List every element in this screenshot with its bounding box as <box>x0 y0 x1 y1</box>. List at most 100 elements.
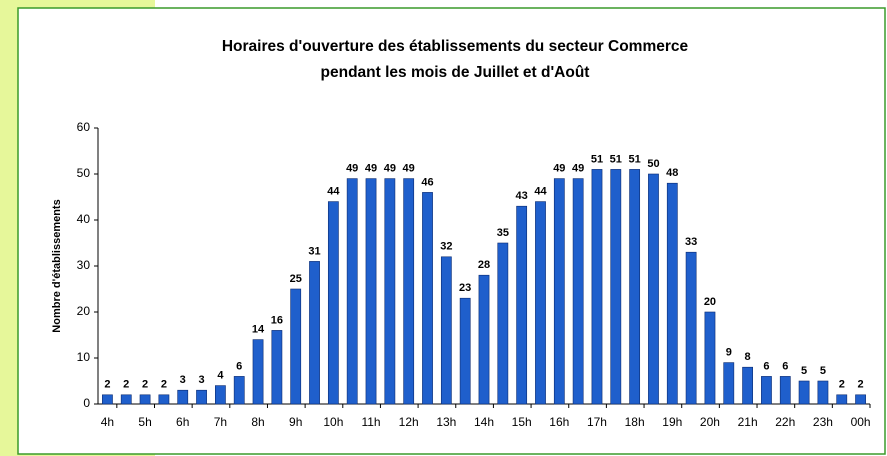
x-tick-label: 8h <box>251 415 264 429</box>
y-tick-label: 40 <box>77 212 91 226</box>
value-label: 2 <box>104 379 110 391</box>
value-label: 44 <box>534 186 547 198</box>
bar <box>817 380 829 405</box>
bar <box>553 178 565 405</box>
x-tick-label: 13h <box>436 415 456 429</box>
value-label: 32 <box>440 241 452 253</box>
value-label: 2 <box>123 379 129 391</box>
bar <box>779 376 791 405</box>
value-label: 49 <box>403 163 415 175</box>
value-label: 46 <box>421 176 433 188</box>
value-label: 6 <box>763 360 769 372</box>
bar <box>591 169 603 405</box>
value-label: 33 <box>685 236 697 248</box>
x-tick-label: 7h <box>214 415 227 429</box>
y-tick-label: 10 <box>77 350 91 364</box>
bar <box>666 182 678 405</box>
value-label: 2 <box>839 379 845 391</box>
x-tick-label: 18h <box>625 415 645 429</box>
value-label: 51 <box>610 153 622 165</box>
bar <box>403 178 415 405</box>
chart-title: Horaires d'ouverture des établissements … <box>222 38 689 55</box>
y-tick-label: 30 <box>77 258 91 272</box>
value-label: 43 <box>516 190 528 202</box>
bar <box>233 376 245 405</box>
bar <box>177 389 189 405</box>
bar <box>761 376 772 405</box>
bar <box>309 261 320 405</box>
value-label: 3 <box>198 374 204 386</box>
value-label: 49 <box>384 163 396 175</box>
bar <box>459 297 471 405</box>
value-label: 23 <box>459 282 471 294</box>
chart-title: pendant les mois de Juillet et d'Août <box>321 64 590 81</box>
bar <box>365 178 377 405</box>
bar <box>572 178 584 405</box>
y-axis-title: Nombre d'établissements <box>51 199 63 332</box>
bar <box>290 288 302 405</box>
value-label: 6 <box>782 360 788 372</box>
value-label: 49 <box>553 163 565 175</box>
bar <box>215 385 226 405</box>
bar <box>422 192 433 405</box>
x-tick-label: 4h <box>101 415 114 429</box>
bar <box>723 362 735 405</box>
value-label: 2 <box>858 379 864 391</box>
bar <box>252 339 264 405</box>
x-tick-label: 21h <box>738 415 758 429</box>
bar <box>158 394 170 405</box>
x-tick-label: 9h <box>289 415 302 429</box>
bar <box>516 205 528 405</box>
value-label: 6 <box>236 360 242 372</box>
value-label: 50 <box>647 158 659 170</box>
value-label: 49 <box>572 163 584 175</box>
x-tick-label: 16h <box>549 415 569 429</box>
value-label: 20 <box>704 296 716 308</box>
value-label: 35 <box>497 227 509 239</box>
value-label: 2 <box>142 379 148 391</box>
bar <box>384 178 396 405</box>
y-tick-label: 0 <box>83 396 90 410</box>
y-tick-label: 20 <box>77 304 91 318</box>
x-tick-label: 11h <box>361 415 380 429</box>
value-label: 2 <box>161 379 167 391</box>
value-label: 4 <box>217 370 224 382</box>
x-tick-label: 19h <box>662 415 682 429</box>
value-label: 25 <box>290 273 302 285</box>
bar <box>478 274 490 405</box>
x-tick-label: 12h <box>399 415 419 429</box>
bar <box>629 169 641 405</box>
bar <box>836 394 848 405</box>
bar <box>742 366 753 405</box>
value-label: 48 <box>666 167 678 179</box>
x-tick-label: 14h <box>474 415 494 429</box>
bar <box>610 169 622 405</box>
value-label: 16 <box>271 314 283 326</box>
x-tick-label: 00h <box>851 415 871 429</box>
bar <box>648 173 659 405</box>
bar <box>855 394 866 405</box>
x-tick-label: 15h <box>512 415 532 429</box>
bar <box>139 394 151 405</box>
bar <box>346 178 358 405</box>
x-tick-label: 22h <box>775 415 795 429</box>
bar <box>440 256 452 405</box>
x-tick-label: 6h <box>176 415 189 429</box>
value-label: 14 <box>252 324 265 336</box>
x-tick-label: 5h <box>138 415 151 429</box>
bar <box>102 394 113 405</box>
bar <box>704 311 716 405</box>
value-label: 9 <box>726 347 732 359</box>
value-label: 44 <box>327 186 340 198</box>
bar <box>327 201 339 405</box>
bar <box>196 389 207 405</box>
value-label: 49 <box>365 163 377 175</box>
x-tick-label: 20h <box>700 415 720 429</box>
bar <box>535 201 546 405</box>
bar <box>798 380 810 405</box>
bar <box>497 242 509 405</box>
value-label: 8 <box>745 351 751 363</box>
bar <box>685 251 697 405</box>
y-tick-label: 50 <box>77 166 91 180</box>
